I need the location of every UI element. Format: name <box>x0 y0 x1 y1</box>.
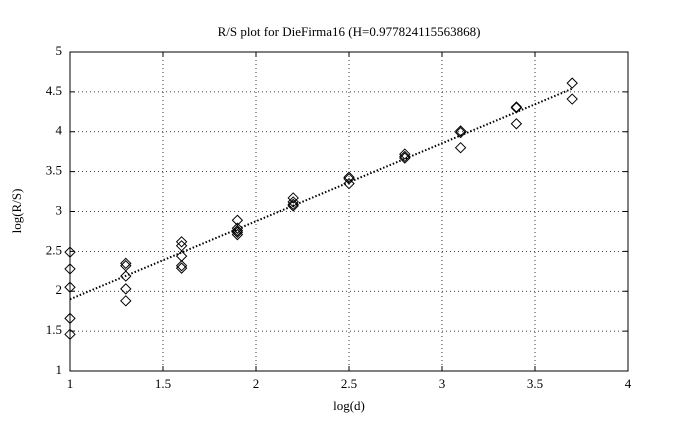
data-point <box>175 250 188 262</box>
data-point <box>231 228 244 241</box>
data-point <box>175 236 188 248</box>
y-tick-label: 3.5 <box>46 163 62 178</box>
data-point <box>287 192 299 204</box>
data-point <box>64 263 76 275</box>
y-tick-label: 2 <box>56 282 63 297</box>
y-tick-label: 2.5 <box>46 242 62 257</box>
plot-frame <box>69 51 629 372</box>
data-point <box>120 283 132 295</box>
data-point <box>120 257 132 270</box>
x-tick-label: 2.5 <box>341 376 357 391</box>
data-point <box>399 148 411 160</box>
data-point <box>175 262 188 274</box>
x-axis-label: log(d) <box>333 398 365 413</box>
data-point <box>231 224 244 237</box>
data-point <box>287 200 299 212</box>
data-point <box>510 118 523 130</box>
data-point <box>454 126 467 139</box>
y-tick-label: 4.5 <box>46 83 62 98</box>
data-point <box>454 141 467 154</box>
data-point <box>287 198 299 211</box>
data-point <box>343 173 355 185</box>
y-tick-label: 5 <box>56 43 63 58</box>
data-point <box>454 125 467 137</box>
data-point <box>175 260 188 272</box>
data-point <box>64 246 76 258</box>
y-tick-label: 1.5 <box>46 322 62 337</box>
y-tick-label: 4 <box>56 123 63 138</box>
data-point <box>64 328 76 341</box>
y-tick-label: 3 <box>56 202 63 217</box>
data-point <box>510 102 523 114</box>
data-point <box>175 240 188 252</box>
data-point <box>566 77 578 89</box>
x-tick-label: 3 <box>439 376 446 391</box>
data-point <box>64 281 76 293</box>
data-point <box>231 226 244 238</box>
y-tick-label: 1 <box>56 362 63 377</box>
data-point <box>566 93 578 105</box>
x-tick-label: 4 <box>625 376 632 391</box>
data-point <box>120 270 132 282</box>
chart-title: R/S plot for DieFirma16 (H=0.97782411556… <box>218 24 481 39</box>
x-tick-label: 3.5 <box>527 376 543 391</box>
data-point <box>343 171 355 183</box>
data-point <box>510 101 523 113</box>
x-tick-label: 2 <box>253 376 260 391</box>
data-point <box>399 150 411 163</box>
data-point <box>231 222 244 234</box>
x-tick-label: 1 <box>67 376 74 391</box>
data-point <box>399 152 411 164</box>
x-tick-label: 1.5 <box>155 376 171 391</box>
y-axis-label: log(R/S) <box>9 189 24 234</box>
data-point <box>120 295 132 307</box>
data-point <box>343 177 355 190</box>
data-point <box>287 196 299 208</box>
fit-line <box>69 87 573 301</box>
data-point <box>64 312 76 325</box>
